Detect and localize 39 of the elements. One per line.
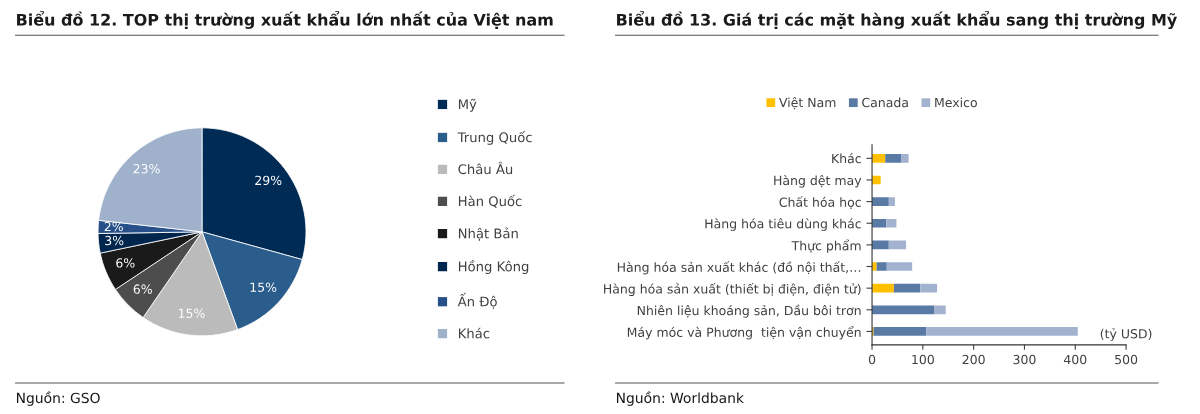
x-axis-title: (tỷ USD) [1100, 328, 1152, 341]
y-tick-label: Khác [832, 153, 861, 164]
legend-label: Mỹ [458, 98, 477, 112]
legend-label: Ấn Độ [457, 292, 497, 309]
x-tick-label: 200 [962, 354, 985, 365]
y-tick-label: Thực phẩm [791, 239, 861, 253]
legend-label: Nhật Bản [458, 227, 518, 241]
legend-label: Canada [862, 97, 908, 108]
data-label: 23% [133, 164, 160, 174]
x-tick-label: 0 [868, 354, 876, 365]
data-label: 3% [105, 235, 124, 246]
y-tick-label: Hàng hóa sản xuất (thiết bị điện, điện tử) [604, 282, 861, 297]
legend-label: Hàn Quốc [458, 194, 522, 208]
x-tick-label: 100 [912, 354, 934, 365]
y-tick-label: Máy móc và Phương tiện vận chuyển [627, 326, 861, 340]
legend-label: Việt Nam [779, 97, 836, 110]
y-tick-label: Hàng dệt may [774, 174, 862, 188]
data-label: 15% [250, 282, 277, 292]
legend-label: Châu Âu [458, 161, 513, 175]
legend-label: Mexico [935, 97, 977, 108]
legend-label: Khác [458, 327, 490, 339]
legend-label: Hồng Kông [458, 260, 529, 274]
text: Nguồn: Worldbank [616, 391, 744, 406]
y-tick-label: Hàng hóa tiêu dùng khác [705, 218, 861, 231]
legend-label: Trung Quốc [457, 130, 532, 145]
y-tick-label: Chất hóa học [779, 196, 861, 210]
y-tick-label: Nhiên liệu khoáng sản, Dầu bôi trơn [637, 304, 861, 318]
x-tick-label: 300 [1013, 354, 1036, 365]
data-label: 2% [104, 221, 123, 232]
data-label: 6% [133, 284, 152, 294]
data-label: 15% [178, 308, 205, 318]
data-label: 6% [116, 258, 135, 268]
chart-title: Biểu đồ 13. Giá trị các mặt hàng xuất khẩu sang thị trường Mỹ [617, 10, 1177, 29]
y-tick-label: Hàng hóa sản xuất khác (đồ nội thất,… [617, 261, 861, 275]
x-tick-label: 500 [1115, 354, 1138, 365]
x-tick-label: 400 [1063, 354, 1087, 365]
text: Nguồn: GSO [16, 391, 100, 406]
chart-title: Biểu đồ 12. TOP thị trường xuất khẩu lớn nhất của Việt nam [17, 10, 553, 29]
data-label: 29% [255, 175, 282, 186]
